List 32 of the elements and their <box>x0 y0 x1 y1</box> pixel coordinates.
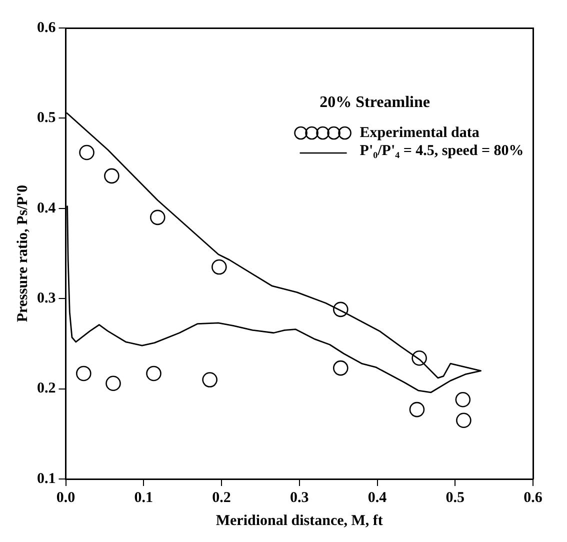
point <box>106 376 121 392</box>
y-tick-label: 0.6 <box>37 20 56 36</box>
x-tick-label: 0.2 <box>212 490 231 506</box>
point <box>104 168 120 184</box>
legend-label: P'₀/P'₄ = 4.5, speed = 80% <box>360 142 524 159</box>
y-tick-label: 0.3 <box>37 290 56 306</box>
x-tick-label: 0.0 <box>56 490 76 506</box>
point <box>150 210 166 226</box>
legend-label: Experimental data <box>360 124 480 141</box>
point <box>202 372 218 388</box>
point <box>455 392 471 408</box>
x-tick-label: 0.3 <box>290 490 309 506</box>
point <box>79 144 94 160</box>
x-axis-title: Meridional distance, M, ft <box>216 512 383 529</box>
y-tick-label: 0.1 <box>37 470 56 487</box>
y-tick-label: 0.5 <box>37 110 56 126</box>
point <box>456 412 472 428</box>
x-tick-label: 0.6 <box>524 490 543 506</box>
text: 20% Streamline <box>320 94 430 112</box>
point <box>409 402 425 418</box>
point <box>333 360 348 376</box>
point <box>333 302 348 318</box>
x-tick-label: 0.1 <box>134 490 153 506</box>
y-tick-label: 0.2 <box>37 380 56 397</box>
point <box>146 366 162 382</box>
y-tick-label: 0.4 <box>37 200 56 216</box>
point <box>212 259 227 275</box>
point <box>76 366 92 382</box>
point <box>412 350 427 366</box>
x-tick-label: 0.4 <box>368 490 388 506</box>
x-tick-label: 0.5 <box>446 490 464 506</box>
y-axis-title: Pressure ratio, Ps/P'0 <box>14 184 31 322</box>
